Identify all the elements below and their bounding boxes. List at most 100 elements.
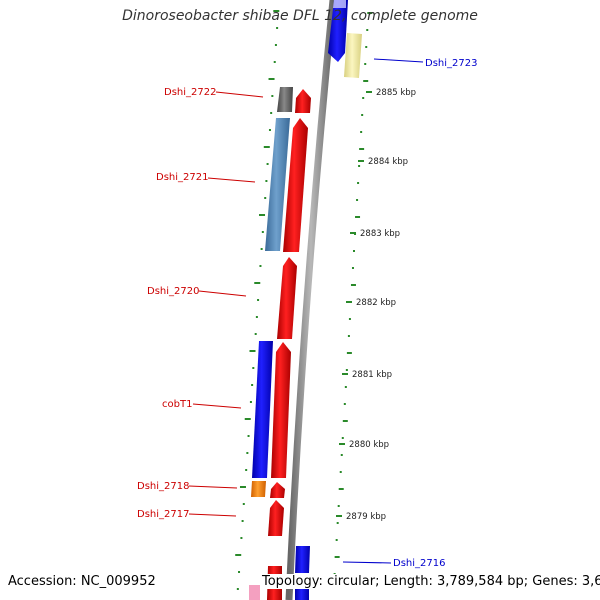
gene-label[interactable]: Dshi_2722 [164, 87, 216, 98]
map-title: Dinoroseobacter shibae DFL 12, complete … [122, 8, 478, 24]
gc-dot [245, 469, 248, 471]
gc-dot [348, 318, 351, 320]
genome-backbone [285, 0, 337, 600]
feature-track [249, 0, 362, 600]
gene-label[interactable]: Dshi_2721 [156, 172, 208, 183]
feature-dshi-2716-gene[interactable] [295, 546, 310, 573]
scale-tick-label: 2882 kbp [356, 298, 396, 308]
gc-content-track-left [235, 10, 280, 590]
feature-dshi-2721-gene[interactable] [283, 118, 308, 252]
scale-tick-mark [346, 301, 352, 303]
gc-dot [338, 488, 344, 490]
gc-dot [273, 10, 280, 12]
gc-dot [254, 282, 261, 284]
gene-label[interactable]: Dshi_2720 [147, 286, 199, 297]
gc-dot [362, 97, 365, 99]
gc-dot [254, 333, 257, 335]
gc-dot [263, 146, 270, 148]
gc-dot [364, 63, 367, 65]
gc-dot [363, 80, 369, 82]
topology-text: Topology: circular; Length: 3,789,584 bp… [262, 574, 600, 589]
gc-dot [249, 350, 256, 352]
feature-dshi-2723-highlight [333, 0, 346, 8]
gene-label[interactable]: Dshi_2723 [425, 58, 477, 69]
gc-dot [259, 265, 262, 267]
scale-tick-mark [339, 443, 345, 445]
gene-label[interactable]: cobT1 [162, 399, 192, 410]
gc-dot [259, 214, 266, 216]
scale-tick-mark [342, 373, 348, 375]
gc-dot [335, 539, 338, 541]
scale-tick-mark [350, 232, 356, 234]
gc-dot [342, 420, 348, 422]
gene-labels: Dshi_2722 Dshi_2721 Dshi_2720 cobT1 Dshi_271… [137, 58, 477, 569]
gc-dot [361, 114, 364, 116]
gc-dot [341, 437, 344, 439]
gc-dot [360, 131, 363, 133]
gc-dot [353, 250, 355, 252]
gc-dot [276, 27, 279, 29]
accession-text: Accession: NC_009952 [8, 574, 156, 589]
scale-ticks: 2885 kbp 2884 kbp 2883 kbp 2882 kbp 2881 kbp… [336, 88, 416, 522]
gene-label[interactable]: Dshi_2718 [137, 481, 189, 492]
gc-dot [236, 588, 239, 590]
gc-dot [260, 248, 263, 250]
scale-tick-label: 2884 kbp [368, 157, 408, 167]
gc-dot [343, 403, 346, 405]
gc-dot [355, 216, 361, 218]
gc-dot [356, 199, 359, 201]
gene-label-callout [373, 58, 424, 63]
gc-dot [273, 61, 276, 63]
gc-dot [340, 454, 343, 456]
gc-dot [351, 267, 354, 269]
gc-dot [241, 520, 244, 522]
scale-tick-label: 2883 kbp [360, 229, 400, 239]
feature-dshi-2718-cds[interactable] [251, 481, 266, 497]
gc-dot [366, 29, 369, 31]
gene-label-callout [198, 290, 247, 297]
gene-label-callout [192, 403, 242, 409]
gene-label[interactable]: Dshi_2716 [393, 558, 445, 569]
feature-dshi-2717-gene[interactable] [268, 500, 284, 536]
gc-dot [246, 452, 249, 454]
scale-tick-mark [336, 515, 342, 517]
gc-dot [365, 46, 368, 48]
gc-dot [357, 182, 360, 184]
scale-tick-mark [358, 160, 364, 162]
gene-label-callout [342, 561, 392, 564]
gc-dot [249, 401, 252, 403]
feature-dshi-2722-cds[interactable] [277, 87, 293, 112]
scale-tick-mark [366, 91, 372, 93]
gc-dot [336, 522, 339, 524]
gc-dot [261, 231, 264, 233]
gc-dot [239, 486, 246, 488]
gc-dot [274, 44, 277, 46]
gene-label[interactable]: Dshi_2717 [137, 509, 189, 520]
gc-dot [238, 571, 241, 573]
feature-dshi-2721-cds[interactable] [265, 118, 290, 251]
gc-dot [339, 471, 342, 473]
feature-dshi-2720-gene[interactable] [277, 257, 297, 339]
gc-dot [268, 78, 275, 80]
feature-dshi-2722-gene[interactable] [295, 89, 311, 113]
gene-label-callout [188, 485, 238, 489]
gc-dot [242, 503, 245, 505]
gc-dot [367, 12, 373, 14]
feature-dshi-2723-cds[interactable] [344, 33, 362, 78]
feature-dshi-2723-gene[interactable] [328, 0, 348, 62]
feature-partial-bottom-pink [249, 585, 260, 600]
gc-dot [350, 284, 356, 286]
scale-tick-label: 2879 kbp [346, 512, 386, 522]
feature-cobt1-cds[interactable] [252, 341, 273, 478]
gc-dot [255, 316, 258, 318]
feature-cobt1-gene[interactable] [271, 342, 291, 478]
feature-dshi-2718-gene[interactable] [270, 482, 285, 498]
gc-dot [247, 435, 250, 437]
gc-dot [244, 418, 251, 420]
scale-tick-label: 2880 kbp [349, 440, 389, 450]
gene-label-callout [215, 91, 264, 98]
scale-tick-label: 2885 kbp [376, 88, 416, 98]
gc-content-track-right [333, 12, 373, 575]
